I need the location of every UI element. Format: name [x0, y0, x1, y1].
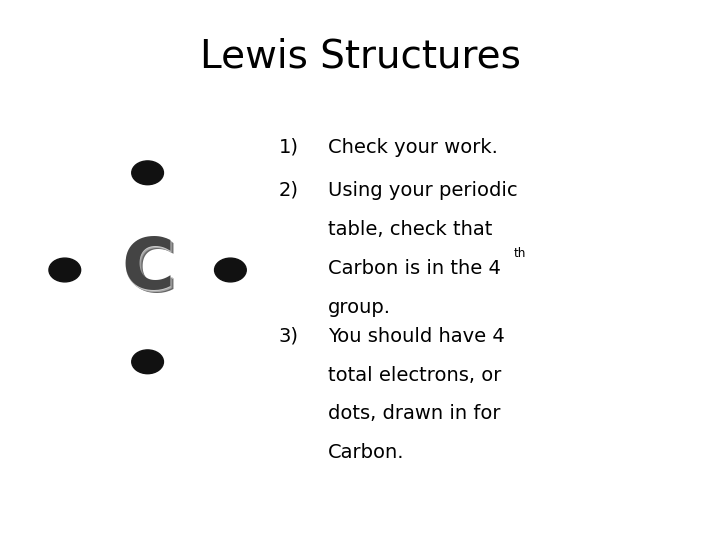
Text: Using your periodic: Using your periodic [328, 181, 517, 200]
Text: dots, drawn in for: dots, drawn in for [328, 404, 500, 423]
Text: th: th [513, 247, 526, 260]
Text: C: C [123, 237, 176, 306]
Circle shape [49, 258, 81, 282]
Text: 2): 2) [279, 181, 299, 200]
Text: 1): 1) [279, 138, 299, 157]
Text: C: C [122, 236, 175, 305]
Text: C: C [124, 238, 177, 307]
Text: You should have 4: You should have 4 [328, 327, 504, 346]
Text: 3): 3) [279, 327, 299, 346]
Text: Lewis Structures: Lewis Structures [199, 38, 521, 76]
Text: table, check that: table, check that [328, 220, 492, 239]
Circle shape [215, 258, 246, 282]
Text: total electrons, or: total electrons, or [328, 366, 501, 384]
Circle shape [132, 350, 163, 374]
Text: Check your work.: Check your work. [328, 138, 498, 157]
Text: group.: group. [328, 298, 391, 316]
Circle shape [132, 161, 163, 185]
Text: C: C [121, 235, 174, 305]
Text: C: C [122, 237, 176, 306]
Text: Carbon is in the 4: Carbon is in the 4 [328, 259, 500, 278]
Text: Carbon.: Carbon. [328, 443, 404, 462]
